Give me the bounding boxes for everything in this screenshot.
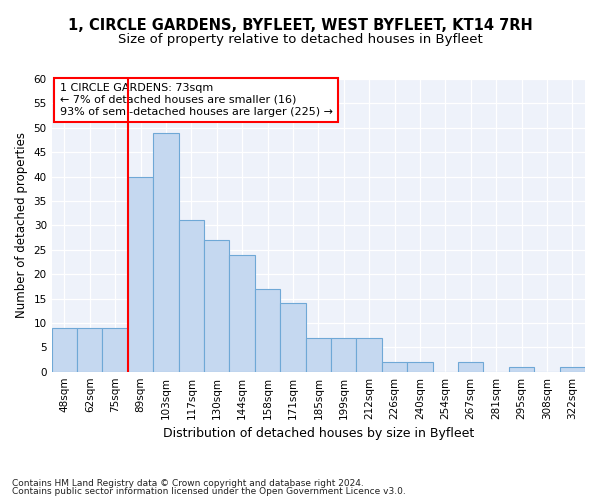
Bar — [229, 254, 255, 372]
Bar — [509, 367, 534, 372]
Bar — [128, 176, 153, 372]
Text: Size of property relative to detached houses in Byfleet: Size of property relative to detached ho… — [118, 32, 482, 46]
Bar — [356, 338, 382, 372]
X-axis label: Distribution of detached houses by size in Byfleet: Distribution of detached houses by size … — [163, 427, 474, 440]
Bar — [407, 362, 433, 372]
Text: 1 CIRCLE GARDENS: 73sqm
← 7% of detached houses are smaller (16)
93% of semi-det: 1 CIRCLE GARDENS: 73sqm ← 7% of detached… — [59, 84, 332, 116]
Bar — [77, 328, 103, 372]
Bar — [305, 338, 331, 372]
Bar — [382, 362, 407, 372]
Bar — [331, 338, 356, 372]
Text: 1, CIRCLE GARDENS, BYFLEET, WEST BYFLEET, KT14 7RH: 1, CIRCLE GARDENS, BYFLEET, WEST BYFLEET… — [68, 18, 532, 32]
Bar — [103, 328, 128, 372]
Y-axis label: Number of detached properties: Number of detached properties — [15, 132, 28, 318]
Text: Contains public sector information licensed under the Open Government Licence v3: Contains public sector information licen… — [12, 487, 406, 496]
Bar — [204, 240, 229, 372]
Bar — [179, 220, 204, 372]
Bar — [52, 328, 77, 372]
Bar — [153, 132, 179, 372]
Bar — [560, 367, 585, 372]
Bar — [458, 362, 484, 372]
Bar — [280, 304, 305, 372]
Bar — [255, 289, 280, 372]
Text: Contains HM Land Registry data © Crown copyright and database right 2024.: Contains HM Land Registry data © Crown c… — [12, 478, 364, 488]
